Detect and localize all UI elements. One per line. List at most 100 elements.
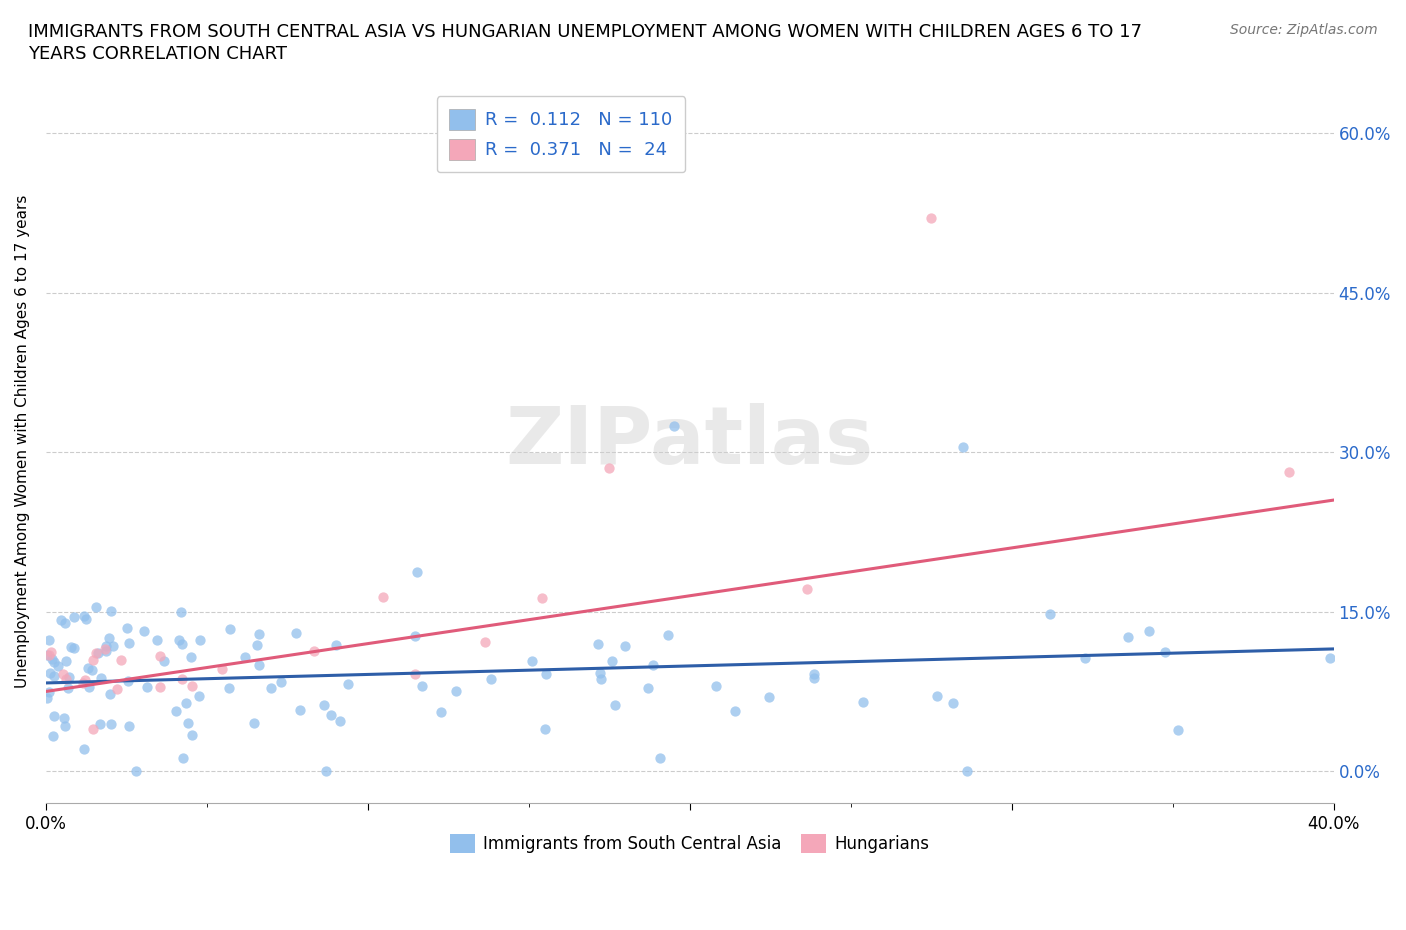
Point [86,599,108,614]
Point [188,633,211,648]
Point [87,645,110,660]
Point [758,690,780,705]
Point [429,704,451,719]
Point [117,620,139,635]
Point [38,685,60,700]
Point [600,653,623,668]
Text: Source: ZipAtlas.com: Source: ZipAtlas.com [1230,23,1378,37]
Point [589,671,612,686]
Point [100,717,122,732]
Point [136,680,159,695]
Point [58,670,80,684]
Point [42,709,65,724]
Point [329,714,352,729]
Point [598,460,620,475]
Point [153,654,176,669]
Point [603,698,626,712]
Point [53,711,76,725]
Point [98,687,121,702]
Point [100,604,122,618]
Point [218,681,240,696]
Point [920,211,942,226]
Point [803,667,825,682]
Point [82,722,104,737]
Point [84,645,107,660]
Point [588,636,610,651]
Point [59,639,82,654]
Point [704,679,727,694]
Point [1116,630,1139,644]
Point [101,638,124,653]
Point [49,613,72,628]
Point [952,440,974,455]
Point [94,639,117,654]
Point [444,684,467,698]
Point [1319,650,1341,665]
Point [48,658,70,673]
Point [165,703,187,718]
Point [118,635,141,650]
Point [404,629,426,644]
Point [180,650,202,665]
Point [803,671,825,685]
Point [1154,644,1177,659]
Point [170,604,193,619]
Point [284,626,307,641]
Point [479,671,502,686]
Point [315,764,337,778]
Point [242,716,264,731]
Point [75,672,97,687]
Text: IMMIGRANTS FROM SOUTH CENTRAL ASIA VS HUNGARIAN UNEMPLOYMENT AMONG WOMEN WITH CH: IMMIGRANTS FROM SOUTH CENTRAL ASIA VS HU… [28,23,1142,41]
Point [73,741,96,756]
Point [89,717,111,732]
Point [411,678,433,693]
Point [270,675,292,690]
Point [55,671,77,686]
Point [148,680,170,695]
Point [53,719,76,734]
Text: YEARS CORRELATION CHART: YEARS CORRELATION CHART [28,45,287,62]
Point [1074,651,1097,666]
Point [52,667,75,682]
Point [94,644,117,658]
Point [117,673,139,688]
Point [94,642,117,657]
Point [38,647,60,662]
Point [180,679,202,694]
Point [852,695,875,710]
Point [55,654,77,669]
Point [371,590,394,604]
Point [1278,464,1301,479]
Point [77,679,100,694]
Point [73,608,96,623]
Point [145,632,167,647]
Point [125,764,148,778]
Point [176,715,198,730]
Point [520,654,543,669]
Point [657,628,679,643]
Point [167,632,190,647]
Point [942,695,965,710]
Point [181,727,204,742]
Point [533,722,555,737]
Point [290,703,312,718]
Point [90,671,112,685]
Point [76,611,98,626]
Point [1039,607,1062,622]
Text: ZIPatlas: ZIPatlas [506,403,875,481]
Point [188,688,211,703]
Point [925,688,948,703]
Point [72,675,94,690]
Point [110,653,132,668]
Point [172,636,194,651]
Point [117,719,139,734]
Y-axis label: Unemployment Among Women with Children Ages 6 to 17 years: Unemployment Among Women with Children A… [15,195,30,688]
Point [170,671,193,686]
Point [531,591,554,605]
Point [643,658,665,672]
Point [614,639,637,654]
Point [44,669,66,684]
Point [134,623,156,638]
Point [247,658,270,672]
Point [321,708,343,723]
